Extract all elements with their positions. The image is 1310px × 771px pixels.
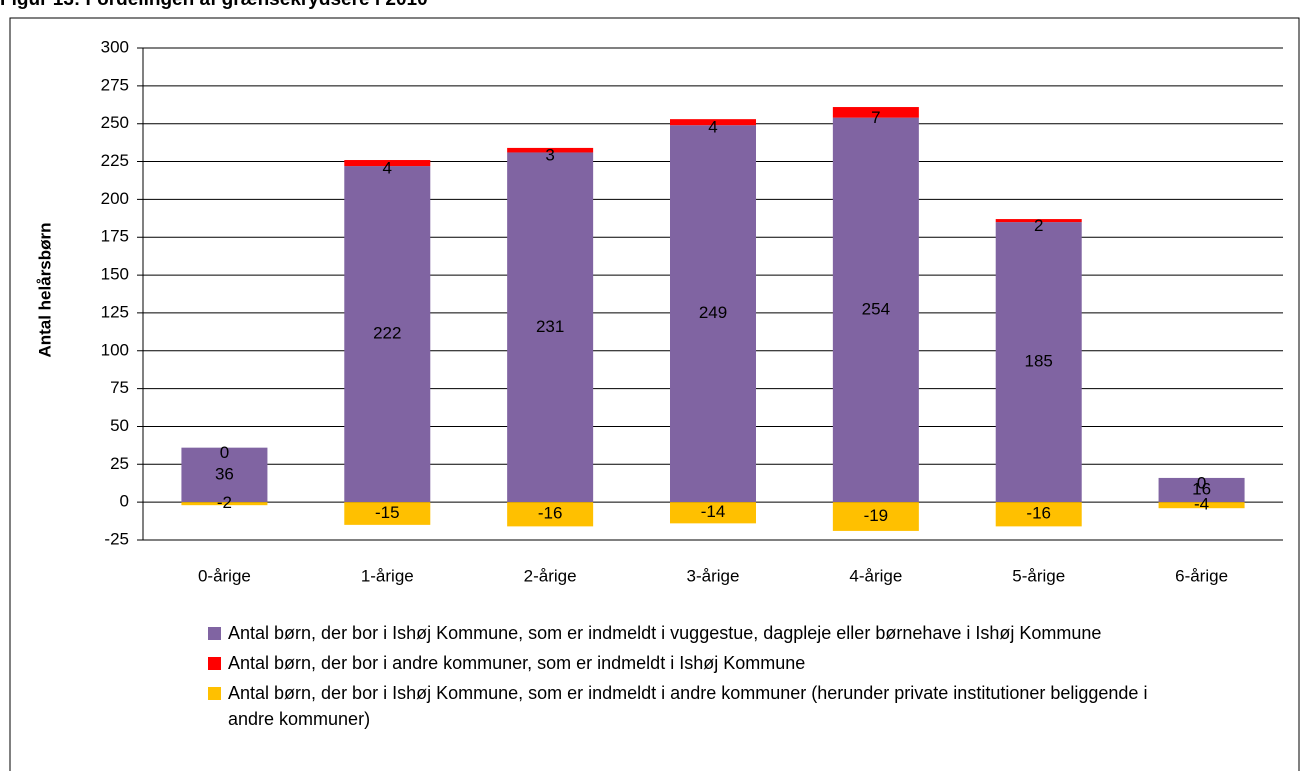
bar-segment <box>832 117 919 503</box>
chart-title: Figur 13: Fordelingen af grænsekrydsere … <box>0 0 428 10</box>
data-label: 2 <box>1034 216 1043 235</box>
x-tick-label: 3-årige <box>687 566 740 585</box>
y-tick-label: 25 <box>110 454 129 473</box>
legend-label: Antal børn, der bor i Ishøj Kommune, som… <box>228 683 1148 729</box>
x-tick-label: 1-årige <box>361 566 414 585</box>
data-label: 36 <box>215 464 234 483</box>
y-tick-label: 100 <box>101 340 129 359</box>
bar-segment <box>832 107 919 118</box>
y-tick-label: 300 <box>101 37 129 56</box>
data-label: 254 <box>862 299 890 318</box>
y-tick-label: 125 <box>101 302 129 321</box>
data-label: 0 <box>1197 473 1206 492</box>
bar-segment <box>507 147 594 153</box>
legend-swatch <box>208 657 221 670</box>
legend-entry: Antal børn, der bor i Ishøj Kommune, som… <box>208 620 1148 646</box>
x-tick-label: 4-årige <box>849 566 902 585</box>
legend: Antal børn, der bor i Ishøj Kommune, som… <box>208 620 1148 736</box>
data-label: 4 <box>383 159 392 178</box>
bar-segment <box>507 502 594 527</box>
bar-segment <box>344 166 431 503</box>
x-tick-label: 0-årige <box>198 566 251 585</box>
legend-entry: Antal børn, der bor i Ishøj Kommune, som… <box>208 680 1148 732</box>
bar-segment <box>832 502 919 531</box>
x-tick-label: 6-årige <box>1175 566 1228 585</box>
bar-segment <box>995 219 1082 223</box>
data-label: -15 <box>375 503 400 522</box>
x-tick-label: 2-årige <box>524 566 577 585</box>
x-tick-label: 5-årige <box>1012 566 1065 585</box>
legend-label: Antal børn, der bor i andre kommuner, so… <box>228 653 806 673</box>
bar-segment <box>670 502 756 524</box>
data-label: 249 <box>699 303 727 322</box>
bar-segment <box>1158 477 1245 503</box>
data-label: 4 <box>708 118 717 137</box>
data-label: 231 <box>536 317 564 336</box>
data-label: -16 <box>538 504 563 523</box>
bar-segment <box>670 119 756 126</box>
data-label: -4 <box>1194 495 1209 514</box>
data-label: 222 <box>373 324 401 343</box>
frame <box>9 17 1300 771</box>
y-tick-label: 250 <box>101 113 129 132</box>
bar-segment <box>1158 502 1245 509</box>
bar-segment <box>995 502 1082 527</box>
y-tick-label: 275 <box>101 75 129 94</box>
legend-label: Antal børn, der bor i Ishøj Kommune, som… <box>228 623 1102 643</box>
data-label: 185 <box>1025 352 1053 371</box>
y-tick-label: 175 <box>101 227 129 246</box>
bar-segment <box>344 160 431 167</box>
y-tick-label: 75 <box>110 378 129 397</box>
data-label: 7 <box>871 108 880 127</box>
data-label: 3 <box>545 146 554 165</box>
data-label: -14 <box>701 502 726 521</box>
data-label: 16 <box>1192 480 1211 499</box>
data-label: -19 <box>864 506 889 525</box>
legend-entry: Antal børn, der bor i andre kommuner, so… <box>208 650 1148 676</box>
y-tick-label: -25 <box>104 529 129 548</box>
bar-segment <box>670 125 756 503</box>
y-tick-label: 225 <box>101 151 129 170</box>
bar-segment <box>995 222 1082 503</box>
data-label: -16 <box>1026 504 1051 523</box>
data-label: 0 <box>220 443 229 462</box>
y-tick-label: 150 <box>101 265 129 284</box>
legend-swatch <box>208 627 221 640</box>
legend-swatch <box>208 687 221 700</box>
y-tick-label: 50 <box>110 416 129 435</box>
bar-segment <box>344 502 431 525</box>
bar-segment <box>181 502 268 506</box>
data-label: -2 <box>217 493 232 512</box>
bar-segment <box>181 447 268 503</box>
bar-segment <box>507 152 594 503</box>
y-tick-label: 200 <box>101 189 129 208</box>
y-axis-label: Antal helårsbørn <box>35 222 54 357</box>
y-tick-label: 0 <box>120 492 129 511</box>
